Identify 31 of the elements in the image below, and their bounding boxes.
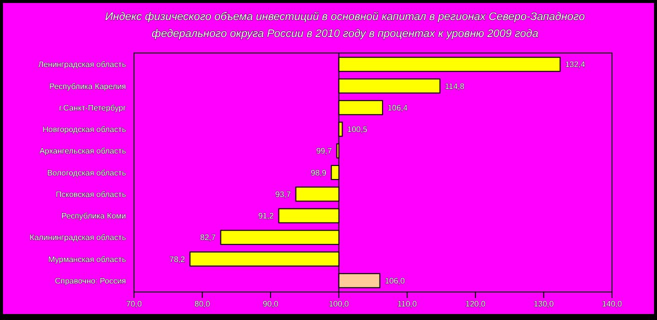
y-tick-label: Вологодская область [47, 168, 126, 178]
x-tick-label: 130,0 [534, 300, 554, 309]
y-tick-label: Калининградская область [30, 233, 126, 242]
data-label: 114,8 [444, 82, 465, 91]
y-tick-label: Ленинградская область [38, 60, 126, 70]
y-tick-label: Республика Карелия [49, 82, 126, 91]
data-label: 91,2 [258, 212, 274, 221]
data-label: 93,7 [275, 190, 292, 199]
y-tick-label: Мурманская область [48, 254, 126, 264]
data-label: 98,9 [310, 168, 327, 178]
x-tick-label: 70,0 [126, 300, 142, 309]
x-tick-label: 90,0 [262, 300, 279, 309]
y-tick-label: Справочно: Россия [54, 276, 126, 286]
y-tick-label: Республика Коми [61, 212, 126, 221]
data-label: 82,7 [200, 233, 216, 242]
data-label: 100,5 [347, 125, 368, 134]
y-tick-label: Новгородская область [42, 125, 126, 134]
x-tick-label: 100,0 [328, 300, 350, 309]
y-tick-label: Псковская область [56, 190, 126, 199]
x-tick-label: 120,0 [465, 300, 486, 309]
x-tick-label: 140,0 [602, 300, 623, 309]
data-label: 132,4 [565, 60, 586, 70]
x-tick-label: 80,0 [194, 300, 211, 309]
y-tick-label: г.Санкт-Петербург [59, 103, 126, 112]
data-label: 78,2 [169, 254, 186, 264]
data-label: 106,4 [388, 103, 408, 112]
data-label: 99,7 [316, 146, 332, 156]
x-tick-label: 110,0 [397, 300, 418, 309]
chart-title: Индекс физического объема инвестиций в основной капитал в регионах Северо-Западного федерального округа России в 2010 году в процентах к уровню 2009 года [105, 11, 585, 40]
y-tick-label: Архангельская область [39, 146, 126, 156]
data-label: 106,0 [384, 276, 406, 286]
